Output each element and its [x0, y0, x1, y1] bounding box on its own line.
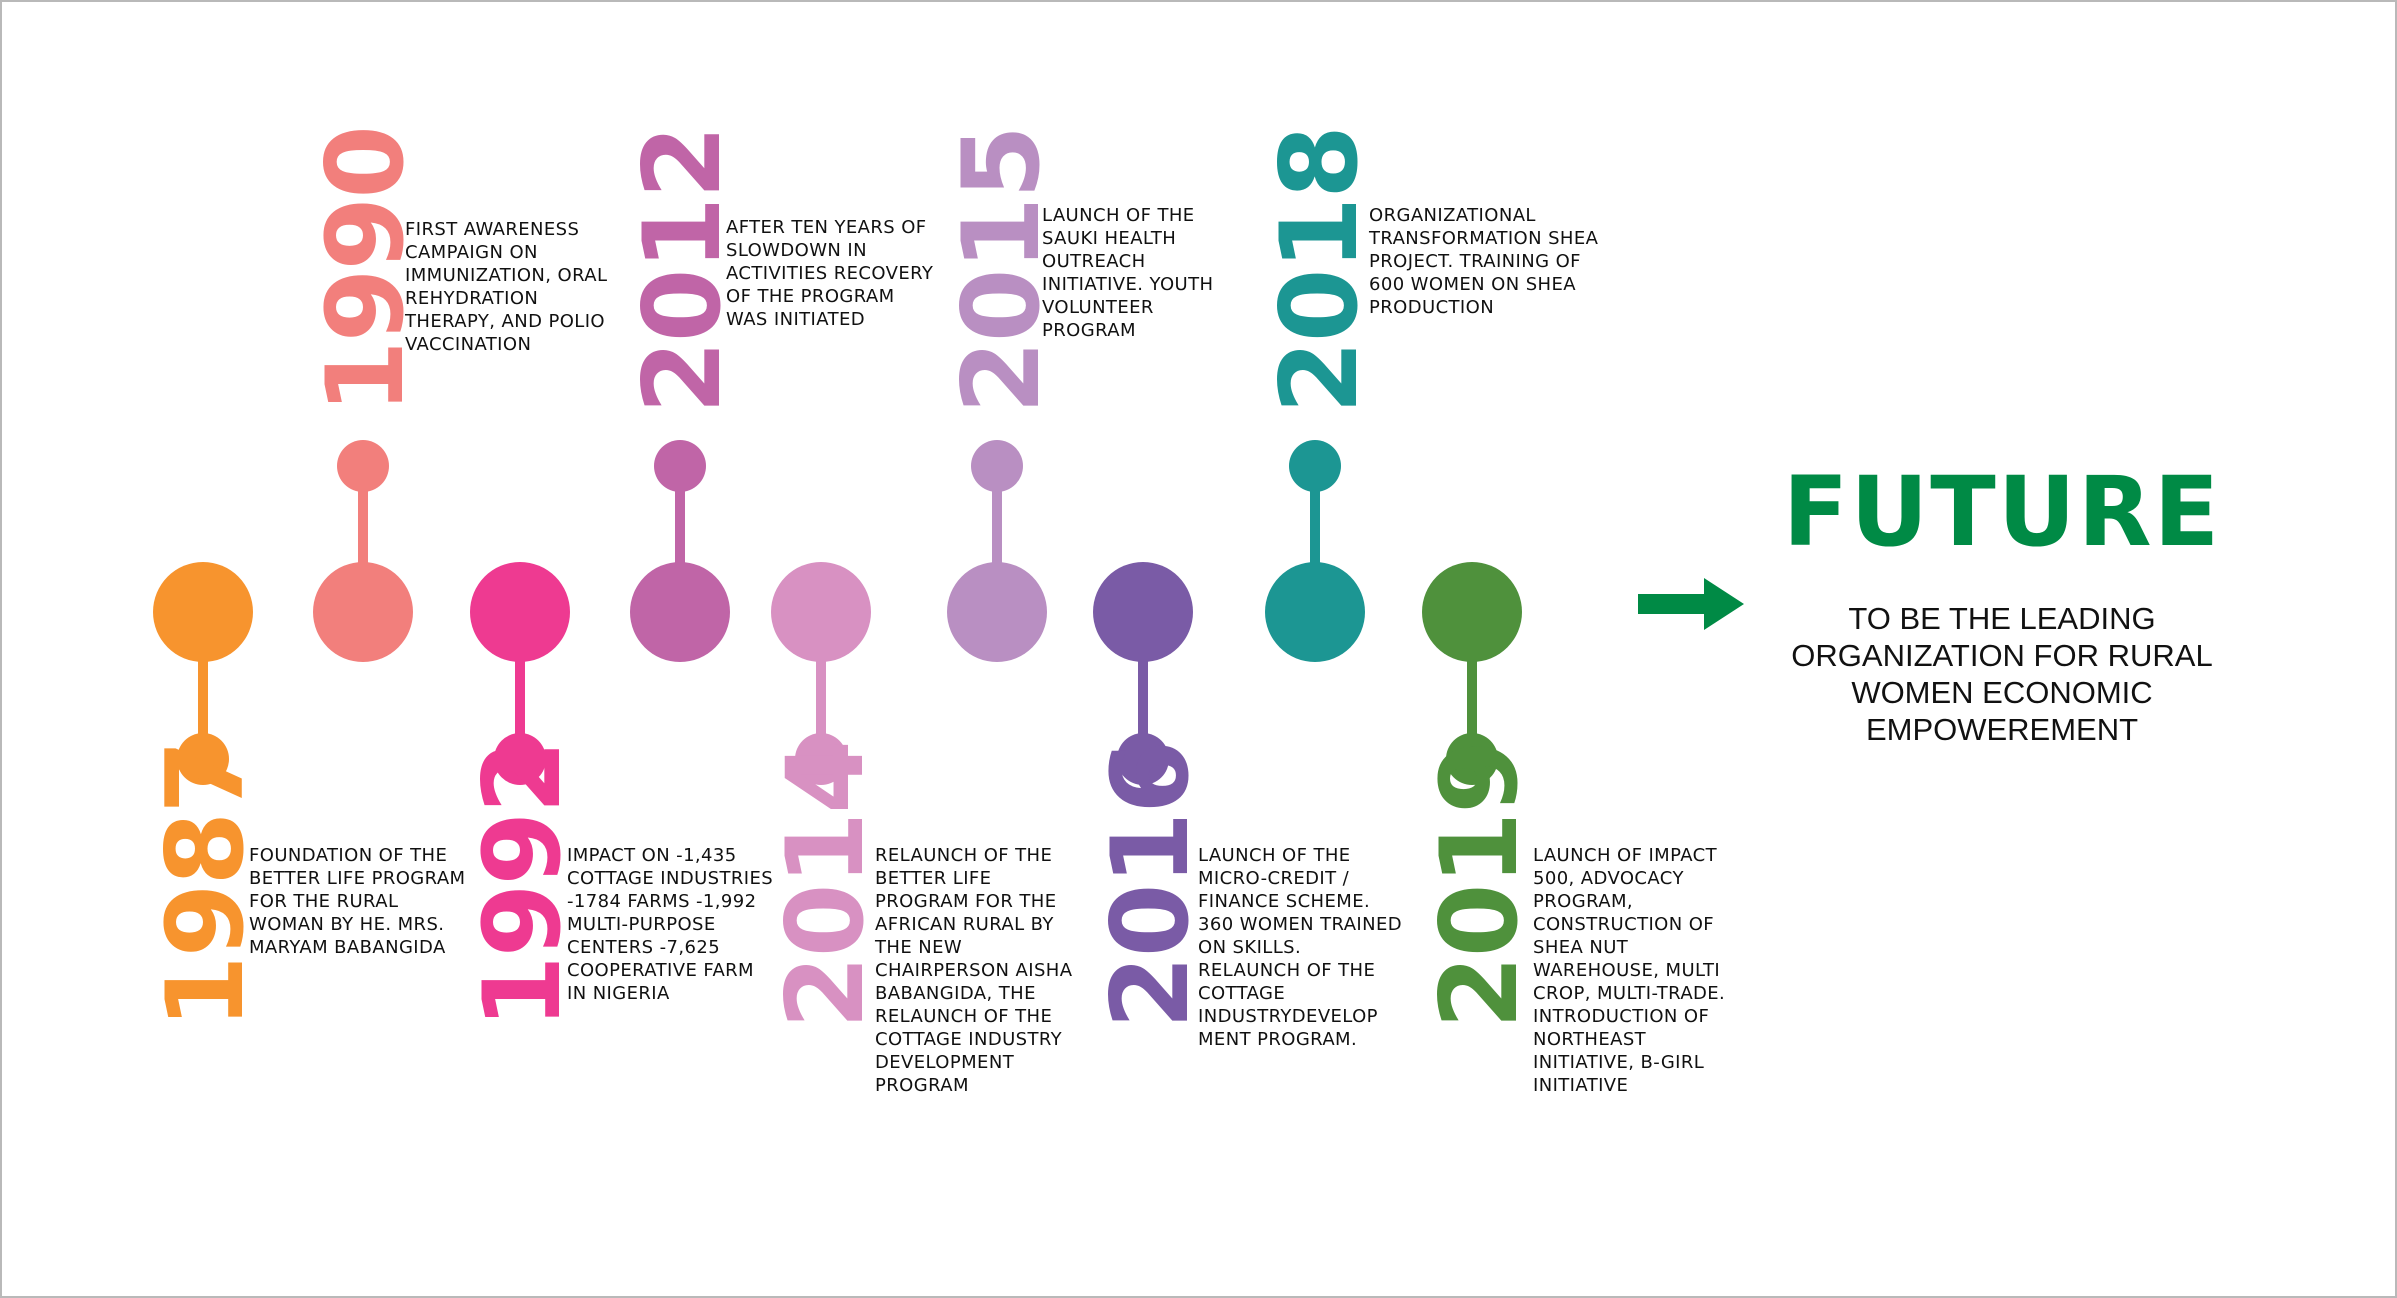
connector-line — [1310, 466, 1320, 614]
milestone-description: FIRST AWARENESS CAMPAIGN ON IMMUNIZATION… — [405, 219, 608, 355]
milestone-description: LAUNCH OF IMPACT 500, ADVOCACY PROGRAM, … — [1533, 845, 1726, 1096]
milestone-description: FOUNDATION OF THE BETTER LIFE PROGRAM FO… — [249, 845, 466, 958]
milestone-description: LAUNCH OF THE MICRO-CREDIT / FINANCE SCH… — [1198, 845, 1403, 1050]
right-arrow-icon — [1638, 578, 1744, 630]
main-node — [153, 562, 253, 662]
main-node — [771, 562, 871, 662]
year-label: 2012 — [621, 126, 744, 414]
main-node — [1422, 562, 1522, 662]
year-label: 1987 — [144, 741, 267, 1029]
milestone-description: IMPACT ON -1,435 COTTAGE INDUSTRIES -178… — [567, 845, 774, 1004]
main-node — [470, 562, 570, 662]
connector-line — [358, 466, 368, 614]
end-node — [654, 440, 706, 492]
connector-line — [1467, 612, 1477, 760]
end-node — [1446, 733, 1498, 785]
milestone-description: RELAUNCH OF THE BETTER LIFE PROGRAM FOR … — [875, 845, 1073, 1096]
year-label: 2018 — [1258, 126, 1381, 414]
milestone-description: AFTER TEN YEARS OF SLOWDOWN IN ACTIVITIE… — [726, 217, 934, 330]
future-description: TO BE THE LEADING ORGANIZATION FOR RURAL… — [1791, 601, 2213, 747]
end-node — [1117, 733, 1169, 785]
milestone-description: ORGANIZATIONAL TRANSFORMATION SHEA PROJE… — [1369, 205, 1599, 318]
end-node — [494, 733, 546, 785]
connector-line — [675, 466, 685, 614]
year-label: 2019 — [1418, 741, 1541, 1029]
year-label: 2016 — [1089, 741, 1212, 1029]
milestone-description: LAUNCH OF THE SAUKI HEALTH OUTREACH INIT… — [1042, 205, 1214, 341]
year-label: 2014 — [764, 741, 887, 1029]
main-node — [947, 562, 1047, 662]
main-node — [1093, 562, 1193, 662]
end-node — [337, 440, 389, 492]
future-title: FUTURE — [1782, 456, 2222, 568]
main-node — [630, 562, 730, 662]
connector-line — [198, 612, 208, 760]
year-label: 1992 — [461, 741, 584, 1029]
end-node — [971, 440, 1023, 492]
year-label: 2015 — [940, 126, 1063, 414]
year-label: 1990 — [304, 126, 427, 414]
end-node — [177, 733, 229, 785]
main-node — [313, 562, 413, 662]
main-node — [1265, 562, 1365, 662]
connector-line — [1138, 612, 1148, 760]
end-node — [795, 733, 847, 785]
connector-line — [992, 466, 1002, 614]
end-node — [1289, 440, 1341, 492]
connector-line — [515, 612, 525, 760]
connector-line — [816, 612, 826, 760]
